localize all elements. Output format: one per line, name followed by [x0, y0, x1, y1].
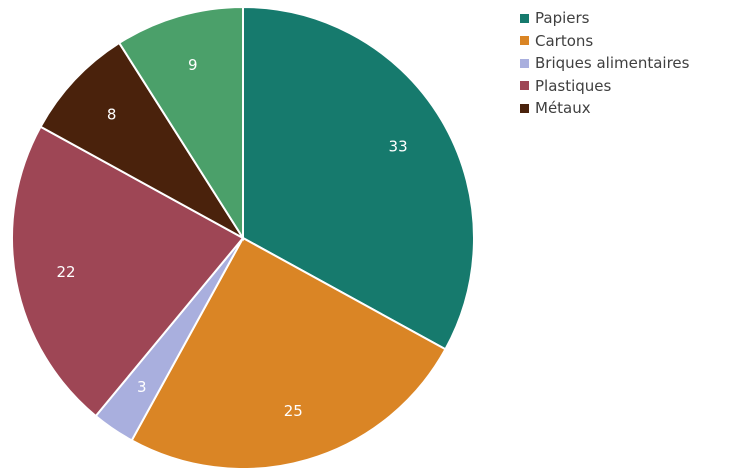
pie-slice-0	[242, 5, 475, 351]
pie-slice-label-5: 9	[188, 56, 198, 74]
legend-label-plastiques: Plastiques	[535, 76, 612, 95]
legend-label-papiers: Papiers	[535, 9, 590, 28]
legend-item-plastiques: Plastiques	[520, 75, 689, 98]
pie-labels: 33 25 3 22 8 9	[56, 56, 407, 420]
legend-item-briques-alimentaires: Briques alimentaires	[520, 52, 689, 75]
legend-item-papiers: Papiers	[520, 7, 689, 30]
pie-slice-label-1: 25	[284, 402, 303, 420]
pie-slice-label-0: 33	[389, 137, 408, 155]
legend-swatch-cartons	[520, 36, 529, 46]
legend-label-metaux: Métaux	[535, 99, 591, 118]
legend-swatch-papiers	[520, 13, 529, 23]
legend: Papiers Cartons Briques alimentaires Pla…	[520, 7, 689, 120]
legend-swatch-plastiques	[520, 81, 529, 91]
pie-slice-4	[39, 41, 244, 239]
legend-swatch-briques-alimentaires	[520, 58, 529, 68]
legend-label-cartons: Cartons	[535, 31, 594, 50]
legend-swatch-metaux	[520, 103, 529, 113]
pie-slice-label-4: 8	[107, 106, 117, 124]
pie-slice-1	[130, 236, 447, 468]
pie-slice-5	[117, 5, 244, 242]
pie-slice-label-2: 3	[137, 378, 147, 396]
pie-slice-3	[11, 125, 245, 418]
legend-item-cartons: Cartons	[520, 30, 689, 53]
pie-slices	[11, 5, 475, 468]
pie-slice-label-3: 22	[56, 263, 75, 281]
legend-item-metaux: Métaux	[520, 97, 689, 120]
legend-label-briques-alimentaires: Briques alimentaires	[535, 54, 690, 73]
